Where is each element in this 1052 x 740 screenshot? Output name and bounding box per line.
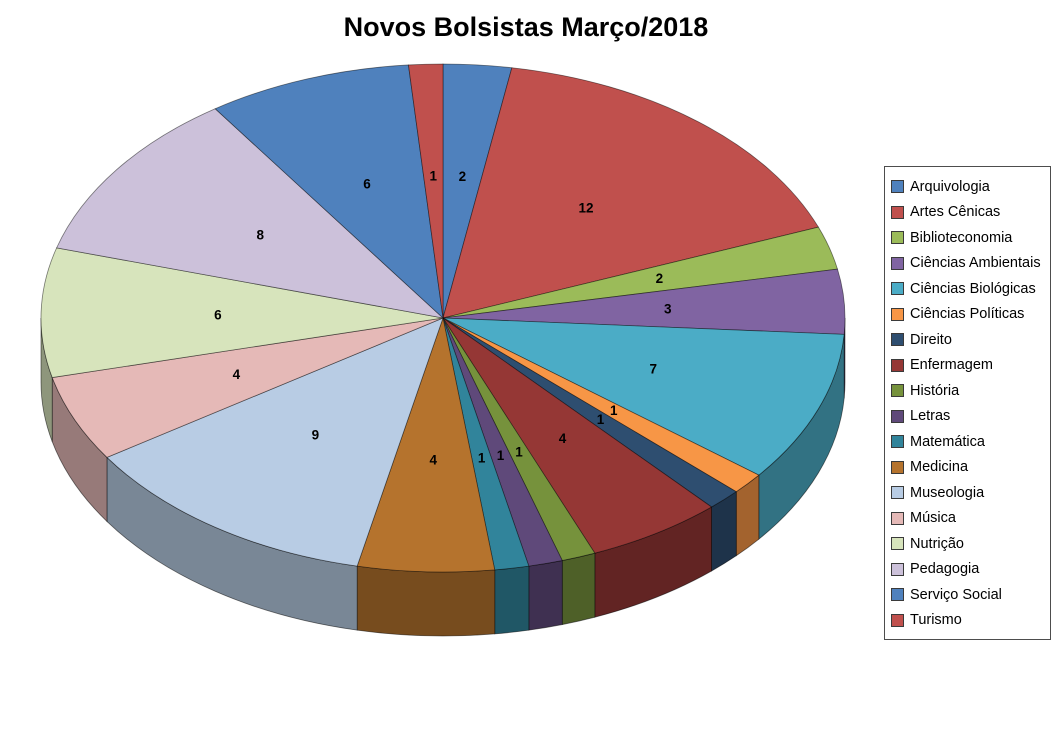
legend-swatch-icon xyxy=(891,282,904,296)
legend-label: Direito xyxy=(910,331,952,348)
legend-item[interactable]: Turismo xyxy=(891,608,1045,634)
pie-slice[interactable] xyxy=(40,247,444,379)
data-label: 2 xyxy=(459,169,467,184)
pie-slice[interactable] xyxy=(214,64,444,320)
legend-swatch-icon xyxy=(891,460,904,474)
pie-slice-side xyxy=(561,552,596,626)
pie-slice[interactable] xyxy=(407,63,444,319)
data-label: 4 xyxy=(430,453,438,468)
legend-swatch-icon xyxy=(891,486,904,500)
legend: Arquivologia Artes Cênicas Biblioteconomia… xyxy=(884,166,1051,640)
legend-swatch-icon xyxy=(891,537,904,551)
legend-item[interactable]: Biblioteconomia xyxy=(891,225,1045,251)
pie-slice[interactable] xyxy=(442,67,820,319)
pie-slice[interactable] xyxy=(56,108,445,319)
legend-label: Medicina xyxy=(910,459,969,476)
legend-swatch-icon xyxy=(891,384,904,398)
legend-item[interactable]: Serviço Social xyxy=(891,582,1045,608)
chart-title: Novos Bolsistas Março/2018 xyxy=(343,12,709,42)
legend-item[interactable]: Arquivologia xyxy=(891,174,1045,200)
legend-swatch-icon xyxy=(891,205,904,219)
legend-swatch-icon xyxy=(891,588,904,602)
legend-label: Arquivologia xyxy=(910,178,990,195)
legend-swatch-icon xyxy=(891,231,904,245)
legend-label: Letras xyxy=(910,408,951,425)
legend-item[interactable]: Ciências Políticas xyxy=(891,302,1045,328)
data-label: 7 xyxy=(649,361,657,376)
legend-swatch-icon xyxy=(891,180,904,194)
data-label: 1 xyxy=(430,168,438,183)
legend-item[interactable]: História xyxy=(891,378,1045,404)
legend-item[interactable]: Medicina xyxy=(891,455,1045,481)
legend-item[interactable]: Ciências Ambientais xyxy=(891,251,1045,277)
legend-item[interactable]: Enfermagem xyxy=(891,353,1045,379)
legend-item[interactable]: Matemática xyxy=(891,429,1045,455)
legend-item[interactable]: Museologia xyxy=(891,480,1045,506)
legend-items: Arquivologia Artes Cênicas Biblioteconomia… xyxy=(891,174,1045,633)
legend-swatch-icon xyxy=(891,511,904,525)
legend-label: Serviço Social xyxy=(910,586,1002,603)
pie-slice-side xyxy=(356,565,496,637)
legend-label: Biblioteconomia xyxy=(910,229,1013,246)
legend-label: Ciências Ambientais xyxy=(910,255,1041,272)
data-label: 2 xyxy=(656,271,664,286)
legend-label: Enfermagem xyxy=(910,357,994,374)
legend-label: Ciências Políticas xyxy=(910,306,1025,323)
legend-item[interactable]: Música xyxy=(891,506,1045,532)
data-label: 12 xyxy=(578,201,593,216)
legend-swatch-icon xyxy=(891,333,904,347)
legend-item[interactable]: Letras xyxy=(891,404,1045,430)
legend-label: Artes Cênicas xyxy=(910,204,1001,221)
legend-label: História xyxy=(910,382,960,399)
legend-label: Nutrição xyxy=(910,535,964,552)
legend-swatch-icon xyxy=(891,613,904,627)
data-label: 1 xyxy=(497,448,505,463)
legend-item[interactable]: Pedagogia xyxy=(891,557,1045,583)
legend-item[interactable]: Ciências Biológicas xyxy=(891,276,1045,302)
pie-slice[interactable] xyxy=(442,317,713,554)
data-label: 1 xyxy=(478,451,486,466)
data-label: 1 xyxy=(610,403,618,418)
data-label: 9 xyxy=(312,428,320,443)
pie-slice[interactable] xyxy=(106,317,444,567)
data-label: 1 xyxy=(515,444,523,459)
data-label: 6 xyxy=(214,307,222,322)
data-label: 8 xyxy=(257,227,265,242)
legend-label: Museologia xyxy=(910,484,985,501)
data-label: 1 xyxy=(597,412,605,427)
legend-swatch-icon xyxy=(891,435,904,449)
legend-swatch-icon xyxy=(891,307,904,321)
pie-slice[interactable] xyxy=(442,317,845,476)
pie-slice-side xyxy=(528,560,563,631)
legend-swatch-icon xyxy=(891,562,904,576)
data-label: 4 xyxy=(233,367,241,382)
legend-item[interactable]: Direito xyxy=(891,327,1045,353)
legend-label: Matemática xyxy=(910,433,985,450)
legend-label: Música xyxy=(910,510,956,527)
legend-swatch-icon xyxy=(891,358,904,372)
legend-item[interactable]: Nutrição xyxy=(891,531,1045,557)
legend-label: Turismo xyxy=(910,612,962,629)
legend-item[interactable]: Artes Cênicas xyxy=(891,200,1045,226)
legend-label: Pedagogia xyxy=(910,561,980,578)
pie-slice-side xyxy=(494,565,530,635)
legend-swatch-icon xyxy=(891,256,904,270)
data-label: 4 xyxy=(559,431,567,446)
pie-slice[interactable] xyxy=(356,316,496,573)
legend-label: Ciências Biológicas xyxy=(910,280,1036,297)
data-label: 6 xyxy=(363,177,371,192)
pie-slice[interactable] xyxy=(51,317,444,458)
data-label: 3 xyxy=(664,301,672,316)
legend-swatch-icon xyxy=(891,409,904,423)
